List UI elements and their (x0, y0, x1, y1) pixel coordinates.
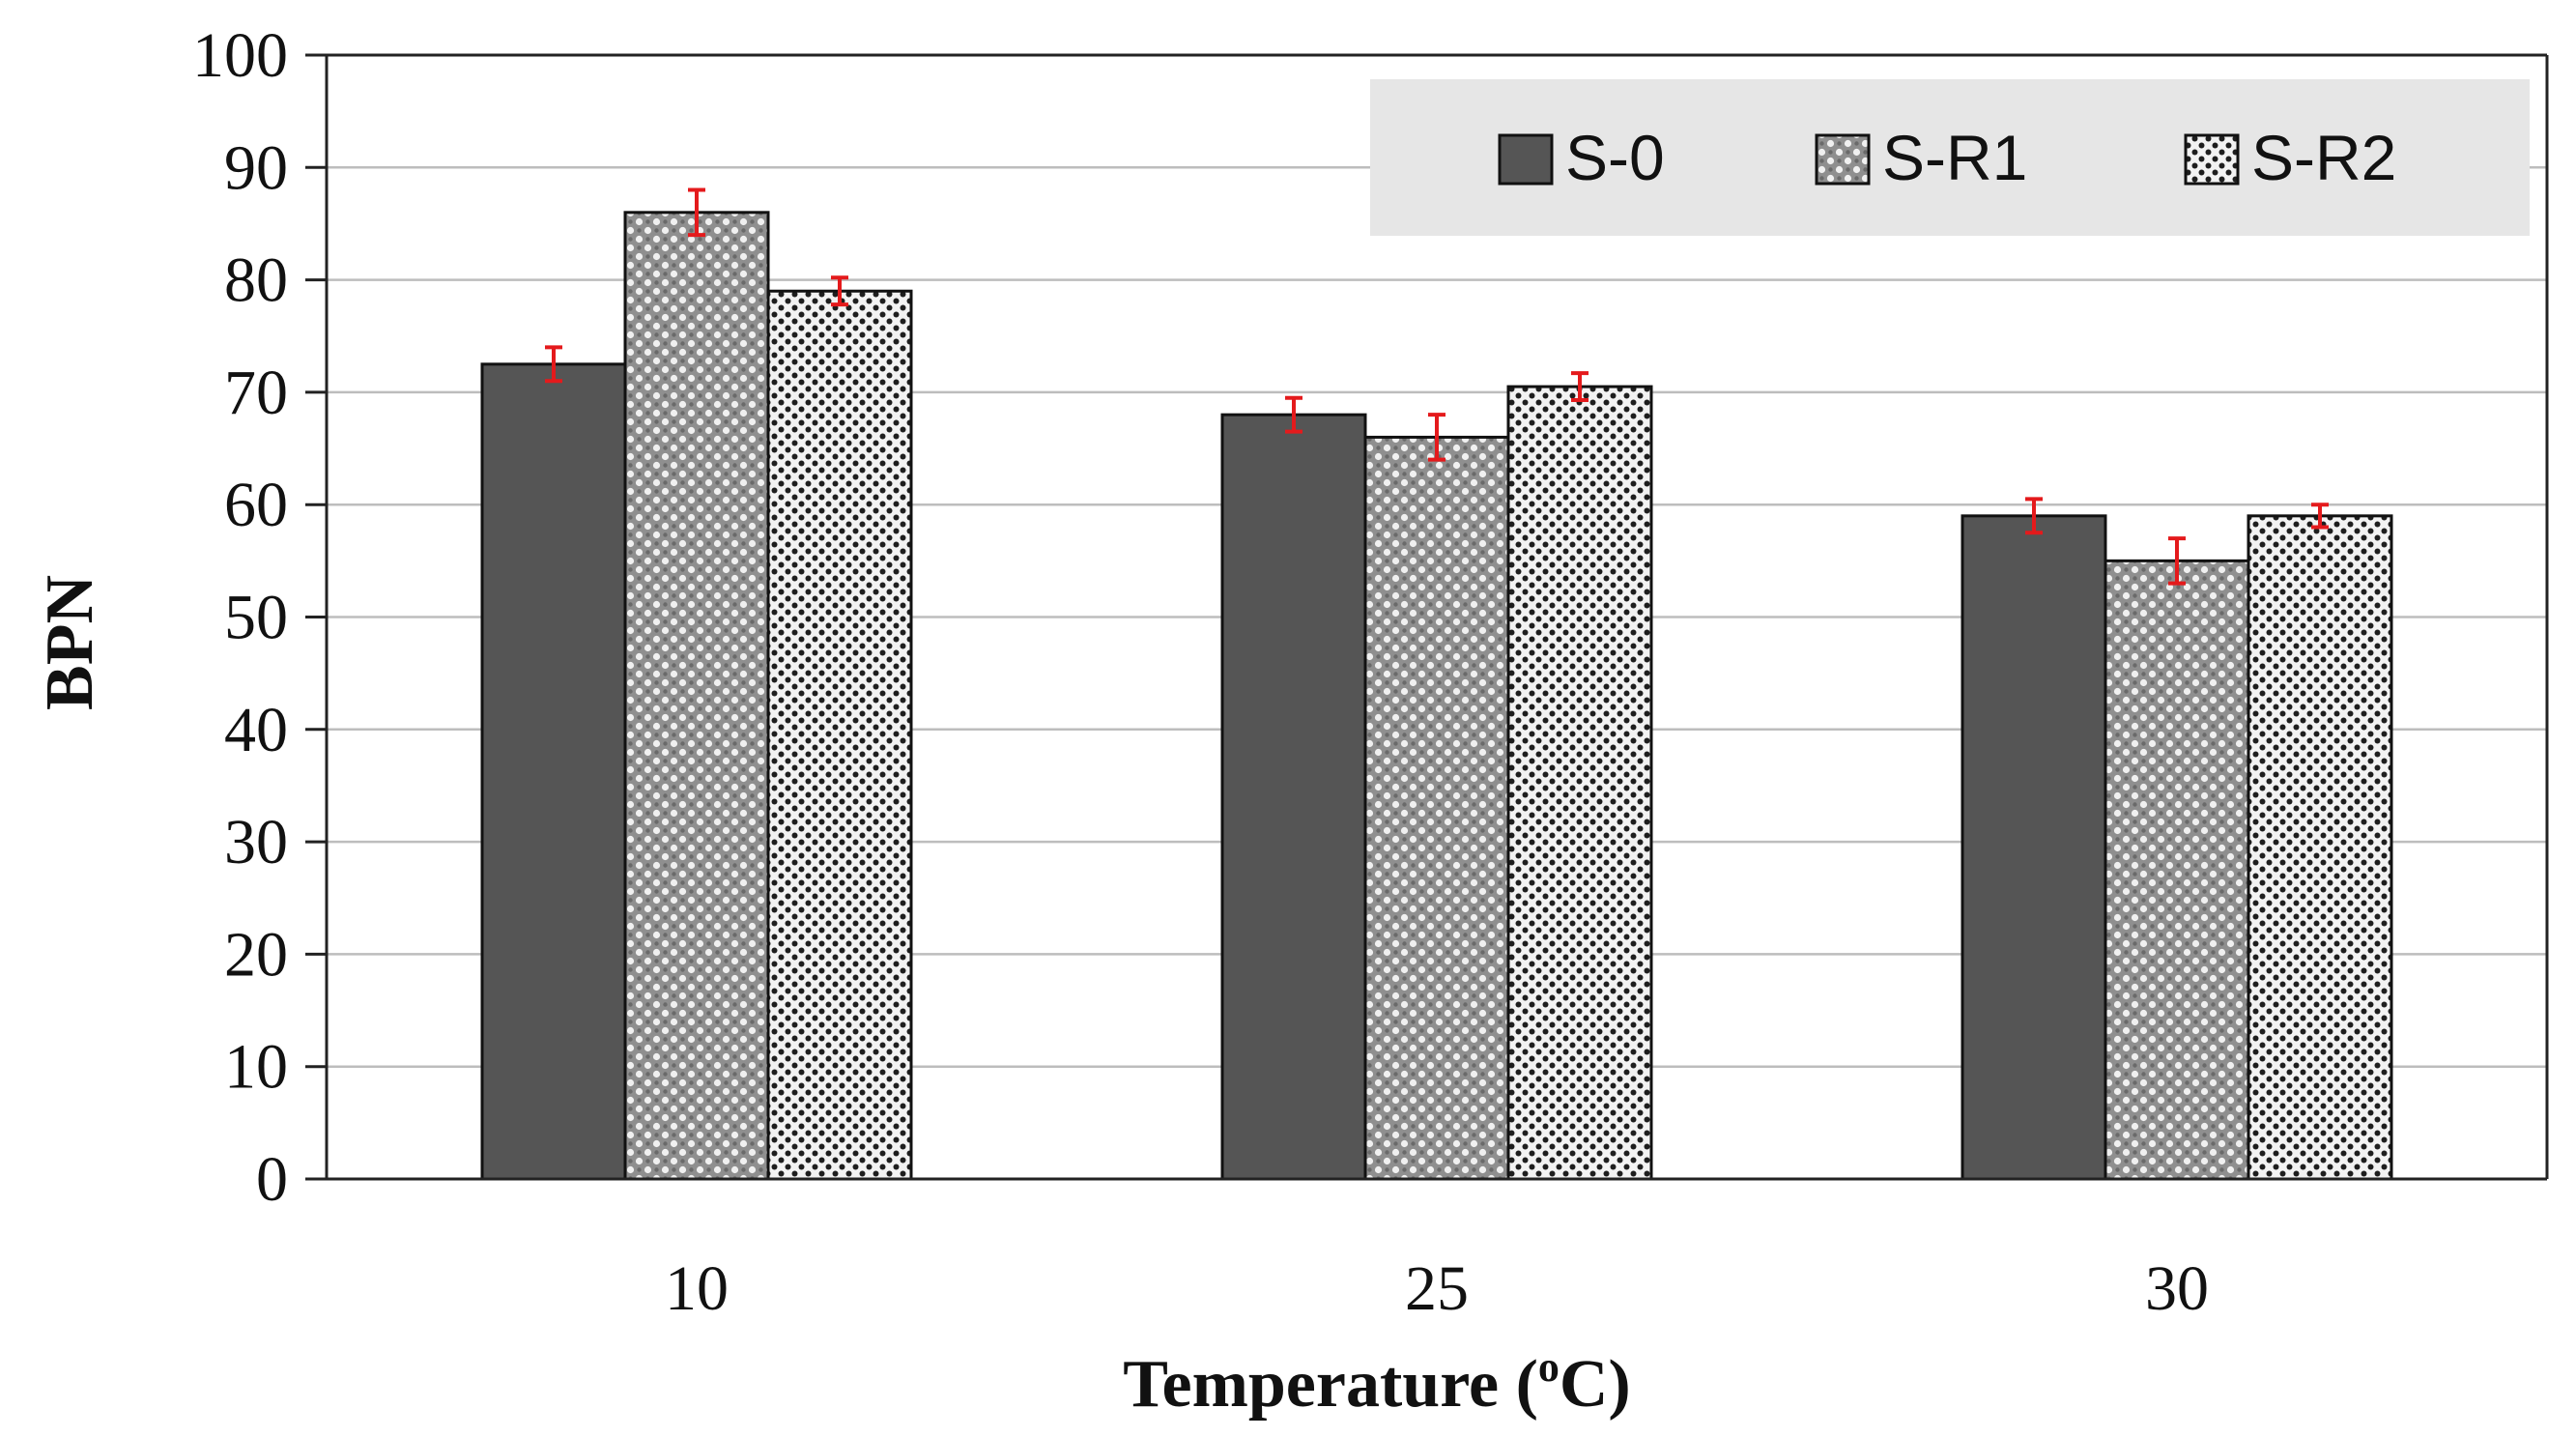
y-tick-labels: 0 10 20 30 40 50 60 70 80 90 100 (192, 20, 327, 1215)
legend-item-s-0: S-0 (1498, 122, 1665, 193)
legend-background (1370, 79, 2530, 236)
bar-s-r2-10 (766, 289, 913, 1181)
x-tick-label: 25 (1405, 1253, 1469, 1324)
bar-s-0-30 (1961, 514, 2107, 1181)
error-bar-s-r2-30 (2311, 503, 2329, 530)
y-tick-label: 40 (224, 695, 288, 765)
bar-s-r1-30 (2104, 559, 2250, 1181)
y-tick-label: 90 (224, 132, 288, 203)
legend-label: S-0 (1565, 122, 1665, 193)
y-tick-label: 100 (192, 20, 288, 91)
y-tick-label: 50 (224, 583, 288, 653)
y-tick-label: 0 (256, 1144, 288, 1215)
error-bar-s-r1-25 (1428, 413, 1445, 462)
error-bar-s-r1-30 (2168, 536, 2186, 586)
error-bars (545, 187, 2329, 586)
y-tick-label: 20 (224, 919, 288, 990)
x-axis-title: Temperature (oC) (1123, 1343, 1631, 1422)
legend: S-0 S-R1 S-R2 (1370, 79, 2530, 236)
y-tick-label: 70 (224, 358, 288, 428)
legend-item-s-r2: S-R2 (2184, 122, 2396, 193)
bar-s-0-25 (1220, 413, 1367, 1181)
error-bar-s-0-25 (1285, 395, 1302, 434)
bars (480, 211, 2393, 1181)
legend-item-s-r1: S-R1 (1815, 122, 2027, 193)
error-bar-s-r2-25 (1571, 371, 1589, 403)
bar-s-r1-10 (623, 211, 770, 1181)
axes (325, 53, 2549, 1181)
bar-s-r2-30 (2247, 514, 2393, 1181)
y-tick-label: 30 (224, 807, 288, 877)
y-tick-label: 80 (224, 245, 288, 316)
error-bar-s-r2-10 (831, 275, 848, 307)
legend-swatch (2184, 133, 2240, 186)
legend-label: S-R1 (1882, 122, 2027, 193)
legend-label: S-R2 (2251, 122, 2396, 193)
y-tick-label: 60 (224, 470, 288, 540)
error-bar-s-r1-10 (688, 187, 705, 238)
x-tick-labels: 10 25 30 (665, 1253, 2209, 1324)
bar-s-r1-25 (1363, 435, 1510, 1181)
legend-swatch (1498, 133, 1554, 186)
x-tick-label: 10 (665, 1253, 729, 1324)
bar-s-0-10 (480, 362, 627, 1181)
y-axis-title: BPN (33, 575, 107, 710)
error-bar-s-0-30 (2025, 497, 2043, 535)
x-tick-label: 30 (2145, 1253, 2209, 1324)
error-bar-s-0-10 (545, 345, 562, 384)
y-tick-label: 10 (224, 1032, 288, 1103)
legend-swatch (1815, 133, 1871, 186)
bar-s-r2-25 (1506, 385, 1653, 1181)
